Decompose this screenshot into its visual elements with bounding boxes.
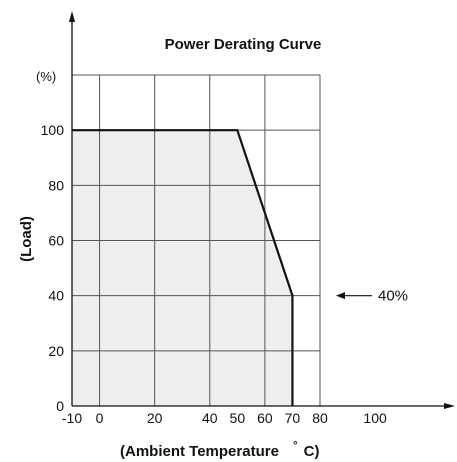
- y-tick-label: 100: [41, 122, 65, 138]
- annotation-arrow-head: [336, 292, 345, 300]
- series-0-area: [72, 130, 293, 406]
- x-axis-label-unit: C): [304, 443, 320, 460]
- x-tick-label: 0: [96, 410, 104, 426]
- x-tick-label: 40: [202, 410, 218, 426]
- x-tick-label: 100: [363, 410, 387, 426]
- x-tick-label: 70: [285, 410, 301, 426]
- y-tick-label: 40: [48, 288, 64, 304]
- x-tick-label: 80: [312, 410, 328, 426]
- y-tick-label: 80: [48, 177, 64, 193]
- x-tick-label: 20: [147, 410, 163, 426]
- x-axis-arrow: [444, 403, 455, 409]
- series-0-line: [72, 129, 294, 406]
- x-axis-label-degree: °: [293, 440, 297, 452]
- x-axis-label: (Ambient Temperature ° C): [120, 436, 320, 460]
- y-unit-label: (%): [36, 69, 56, 84]
- x-tick-label: 60: [257, 410, 273, 426]
- x-axis-label-text: (Ambient Temperature: [120, 443, 279, 460]
- y-axis-arrow: [69, 11, 75, 22]
- y-axis-label: (Load): [18, 216, 35, 262]
- annotation-label: 40%: [378, 288, 408, 305]
- y-tick-label: 60: [48, 233, 64, 249]
- y-tick-label: 0: [56, 398, 64, 414]
- x-tick-label: -10: [62, 410, 82, 426]
- chart-title: Power Derating Curve: [165, 36, 322, 53]
- y-tick-label: 20: [48, 343, 64, 359]
- x-tick-label: 50: [230, 410, 246, 426]
